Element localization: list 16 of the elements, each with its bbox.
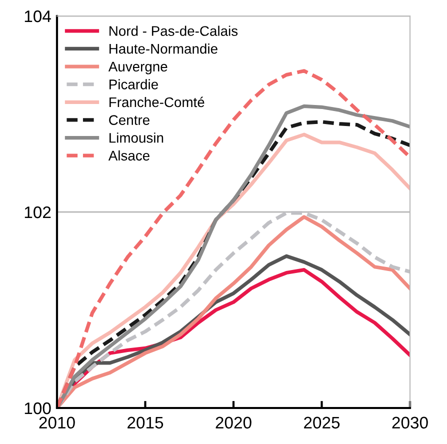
legend-label: Haute-Normandie <box>110 44 218 54</box>
y-tick-label: 102 <box>24 206 51 218</box>
legend-label: Franche-Comté <box>110 96 204 108</box>
y-tick-label: 100 <box>24 402 51 414</box>
legend-label: Centre <box>109 115 150 125</box>
legend-label: Picardie <box>110 79 158 90</box>
legend-label: Auvergne <box>108 62 168 74</box>
legend-label: Alsace <box>108 150 150 161</box>
y-tick-label: 104 <box>24 10 51 22</box>
x-tick-label: 2025 <box>304 416 340 429</box>
legend-label: Limousin <box>110 132 164 143</box>
x-tick-label: 2020 <box>216 416 252 429</box>
x-tick-label: 2030 <box>392 416 428 429</box>
legend-label: Nord - Pas-de-Calais <box>110 26 238 36</box>
x-tick-label: 2015 <box>128 416 164 429</box>
x-tick-label: 2010 <box>39 416 75 429</box>
